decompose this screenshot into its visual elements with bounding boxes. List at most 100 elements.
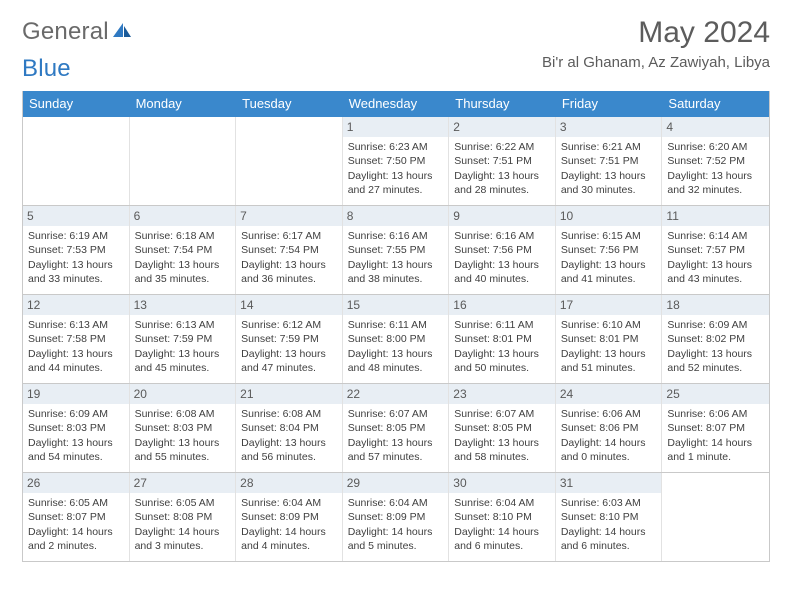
- calendar-cell: 22Sunrise: 6:07 AMSunset: 8:05 PMDayligh…: [343, 384, 450, 472]
- sunset-line: Sunset: 7:54 PM: [135, 243, 231, 257]
- calendar-cell: 23Sunrise: 6:07 AMSunset: 8:05 PMDayligh…: [449, 384, 556, 472]
- day-number: 8: [343, 206, 449, 226]
- daylight-line: Daylight: 13 hours and 44 minutes.: [28, 347, 124, 375]
- weekday-header: Saturday: [662, 91, 769, 117]
- brand-part1: General: [22, 18, 109, 46]
- location-line: Bi'r al Ghanam, Az Zawiyah, Libya: [542, 54, 770, 71]
- title-block: May 2024 Bi'r al Ghanam, Az Zawiyah, Lib…: [542, 18, 770, 71]
- sunset-line: Sunset: 7:56 PM: [561, 243, 657, 257]
- day-number: 29: [343, 473, 449, 493]
- calendar-cell: 2Sunrise: 6:22 AMSunset: 7:51 PMDaylight…: [449, 117, 556, 205]
- sunrise-line: Sunrise: 6:12 AM: [241, 318, 337, 332]
- sunrise-line: Sunrise: 6:16 AM: [348, 229, 444, 243]
- sunset-line: Sunset: 8:02 PM: [667, 332, 764, 346]
- daylight-line: Daylight: 14 hours and 5 minutes.: [348, 525, 444, 553]
- sunrise-line: Sunrise: 6:04 AM: [454, 496, 550, 510]
- month-title: May 2024: [542, 18, 770, 48]
- sunset-line: Sunset: 7:51 PM: [454, 154, 550, 168]
- weekday-header: Thursday: [449, 91, 556, 117]
- daylight-line: Daylight: 13 hours and 32 minutes.: [667, 169, 764, 197]
- calendar-cell: 18Sunrise: 6:09 AMSunset: 8:02 PMDayligh…: [662, 295, 769, 383]
- sunrise-line: Sunrise: 6:21 AM: [561, 140, 657, 154]
- calendar-cell: 9Sunrise: 6:16 AMSunset: 7:56 PMDaylight…: [449, 206, 556, 294]
- calendar-cell: 24 Sunrise: 6:06 AMSunset: 8:06 PMDayligh…: [556, 384, 663, 472]
- daylight-line: Daylight: 13 hours and 54 minutes.: [28, 436, 124, 464]
- day-number: 20: [130, 384, 236, 404]
- sunset-line: Sunset: 8:04 PM: [241, 421, 337, 435]
- brand-part2: Blue: [22, 55, 71, 83]
- weekday-header: Wednesday: [343, 91, 450, 117]
- day-number: 9: [449, 206, 555, 226]
- calendar-cell: 7Sunrise: 6:17 AMSunset: 7:54 PMDaylight…: [236, 206, 343, 294]
- calendar-cell: 21Sunrise: 6:08 AMSunset: 8:04 PMDayligh…: [236, 384, 343, 472]
- daylight-line: Daylight: 13 hours and 55 minutes.: [135, 436, 231, 464]
- day-number: 15: [343, 295, 449, 315]
- daylight-line: Daylight: 13 hours and 57 minutes.: [348, 436, 444, 464]
- sunset-line: Sunset: 8:06 PM: [561, 421, 657, 435]
- sunset-line: Sunset: 8:03 PM: [135, 421, 231, 435]
- sunrise-line: Sunrise: 6:22 AM: [454, 140, 550, 154]
- sunset-line: Sunset: 8:03 PM: [28, 421, 124, 435]
- daylight-line: Daylight: 14 hours and 0 minutes.: [561, 436, 657, 464]
- day-number: 5: [23, 206, 129, 226]
- day-number: 1: [343, 117, 449, 137]
- sunset-line: Sunset: 8:09 PM: [348, 510, 444, 524]
- day-number: 16: [449, 295, 555, 315]
- calendar-cell: 6Sunrise: 6:18 AMSunset: 7:54 PMDaylight…: [130, 206, 237, 294]
- calendar-cell: 12Sunrise: 6:13 AMSunset: 7:58 PMDayligh…: [23, 295, 130, 383]
- sunrise-line: Sunrise: 6:16 AM: [454, 229, 550, 243]
- sunrise-line: Sunrise: 6:14 AM: [667, 229, 764, 243]
- calendar-cell: 27Sunrise: 6:05 AMSunset: 8:08 PMDayligh…: [130, 473, 237, 561]
- daylight-line: Daylight: 13 hours and 41 minutes.: [561, 258, 657, 286]
- daylight-line: Daylight: 13 hours and 36 minutes.: [241, 258, 337, 286]
- calendar-week-row: 5 Sunrise: 6:19 AMSunset: 7:53 PM Daylight…: [23, 205, 769, 294]
- calendar-grid: SundayMondayTuesdayWednesdayThursdayFrid…: [22, 91, 770, 562]
- calendar-cell: 11Sunrise: 6:14 AMSunset: 7:57 PMDayligh…: [662, 206, 769, 294]
- sunset-line: Sunset: 7:57 PM: [667, 243, 764, 257]
- daylight-line: Daylight: 13 hours and 48 minutes.: [348, 347, 444, 375]
- daylight-line: Daylight: 13 hours and 50 minutes.: [454, 347, 550, 375]
- calendar-cell-empty: [23, 117, 130, 205]
- sunset-line: Sunset: 8:00 PM: [348, 332, 444, 346]
- sunset-line: Sunset: 7:58 PM: [28, 332, 124, 346]
- sunset-line: Sunset: 8:07 PM: [28, 510, 124, 524]
- day-number: 26: [23, 473, 129, 493]
- calendar-week-row: 12Sunrise: 6:13 AMSunset: 7:58 PMDayligh…: [23, 294, 769, 383]
- daylight-line: Daylight: 14 hours and 1 minute.: [667, 436, 764, 464]
- calendar-cell-empty: [662, 473, 769, 561]
- day-number: 24: [556, 384, 662, 404]
- day-number: 23: [449, 384, 555, 404]
- calendar-cell: 16Sunrise: 6:11 AMSunset: 8:01 PMDayligh…: [449, 295, 556, 383]
- calendar-cell: 25Sunrise: 6:06 AMSunset: 8:07 PMDayligh…: [662, 384, 769, 472]
- calendar-cell: 8 Sunrise: 6:16 AMSunset: 7:55 PMDaylight…: [343, 206, 450, 294]
- sunrise-line: Sunrise: 6:18 AM: [135, 229, 231, 243]
- sunset-line: Sunset: 8:07 PM: [667, 421, 764, 435]
- calendar-cell: 29Sunrise: 6:04 AMSunset: 8:09 PMDayligh…: [343, 473, 450, 561]
- sunset-line: Sunset: 7:53 PM: [28, 243, 124, 257]
- calendar-cell: 15 Sunrise: 6:11 AMSunset: 8:00 PMDayligh…: [343, 295, 450, 383]
- sunset-line: Sunset: 8:05 PM: [348, 421, 444, 435]
- sunrise-line: Sunrise: 6:19 AM: [28, 229, 124, 243]
- day-number: 3: [556, 117, 662, 137]
- sunrise-line: Sunrise: 6:07 AM: [348, 407, 444, 421]
- sunrise-line: Sunrise: 6:06 AM: [561, 407, 657, 421]
- sunset-line: Sunset: 8:08 PM: [135, 510, 231, 524]
- daylight-line: Daylight: 14 hours and 6 minutes.: [454, 525, 550, 553]
- sail-icon: [111, 21, 133, 39]
- day-number: 25: [662, 384, 769, 404]
- daylight-line: Daylight: 13 hours and 38 minutes.: [348, 258, 444, 286]
- sunset-line: Sunset: 7:59 PM: [241, 332, 337, 346]
- weekday-header: Monday: [130, 91, 237, 117]
- day-number: 17: [556, 295, 662, 315]
- day-number: 28: [236, 473, 342, 493]
- sunset-line: Sunset: 7:55 PM: [348, 243, 444, 257]
- daylight-line: Daylight: 14 hours and 2 minutes.: [28, 525, 124, 553]
- sunrise-line: Sunrise: 6:11 AM: [348, 318, 444, 332]
- daylight-line: Daylight: 13 hours and 28 minutes.: [454, 169, 550, 197]
- day-number: 6: [130, 206, 236, 226]
- weekday-header: Sunday: [23, 91, 130, 117]
- sunrise-line: Sunrise: 6:10 AM: [561, 318, 657, 332]
- daylight-line: Daylight: 13 hours and 56 minutes.: [241, 436, 337, 464]
- sunrise-line: Sunrise: 6:05 AM: [135, 496, 231, 510]
- calendar-cell: 3Sunrise: 6:21 AMSunset: 7:51 PMDaylight…: [556, 117, 663, 205]
